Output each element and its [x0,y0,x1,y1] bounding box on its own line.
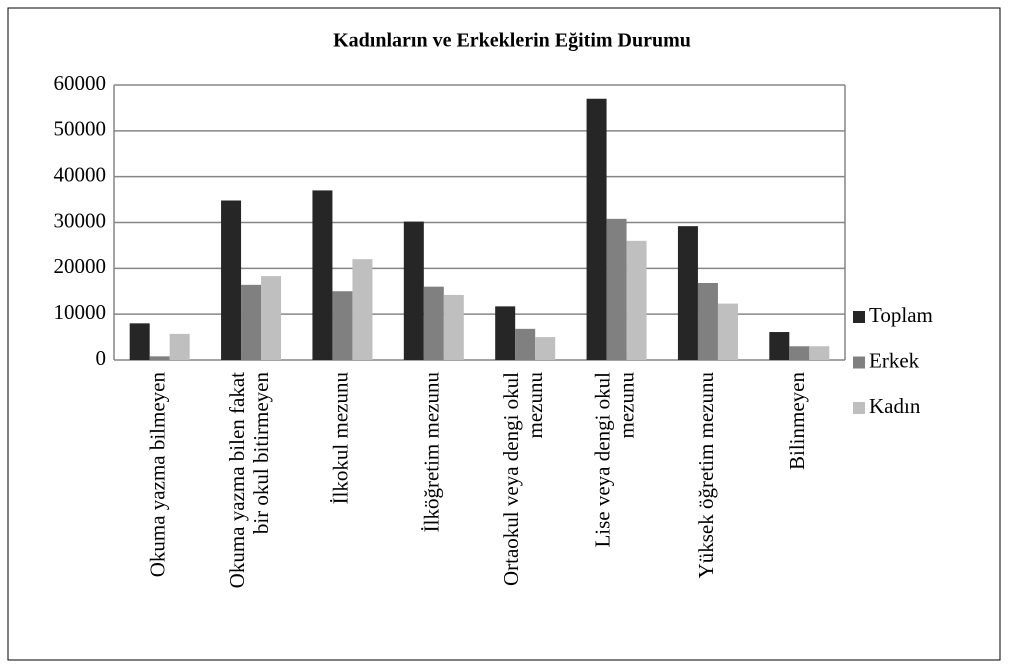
x-tick-label: Yüksek öğretim mezunu [694,372,718,579]
bar [769,332,790,360]
bar [332,291,353,360]
bar [149,356,170,360]
y-tick-label: 40000 [54,162,107,186]
chart-border [7,7,1001,661]
x-tick-label: Okuma yazma bilmeyen [146,372,170,578]
bar [809,346,830,360]
x-tick-label: İlköğretim mezunu [420,372,444,533]
bar [403,221,424,360]
bar [586,98,607,360]
x-tick-label: İlkokul mezunu [328,372,352,505]
bar [789,346,810,360]
x-tick-label: Bilinmeyen [785,372,809,470]
x-tick-label: Okuma yazma bilen fakatbir okul bitirmey… [225,372,273,589]
bar [495,306,516,360]
bar [606,218,627,360]
legend-label: Toplam [869,303,933,327]
y-tick-label: 30000 [54,208,107,232]
bar [352,259,373,360]
chart-title: Kadınların ve Erkeklerin Eğitim Durumu [333,30,691,52]
bar [241,284,262,360]
bar [261,276,282,360]
bar [169,333,190,360]
bar [129,323,150,360]
legend-swatch [853,356,865,369]
bar [535,337,556,360]
bar [677,226,698,360]
bar [221,200,242,360]
y-tick-label: 10000 [54,300,107,324]
y-tick-label: 20000 [54,254,107,278]
y-tick-label: 0 [96,346,107,370]
y-tick-label: 60000 [54,71,107,95]
bar [443,294,464,360]
y-tick-label: 50000 [54,117,107,141]
legend-label: Kadın [869,394,921,418]
legend-label: Erkek [869,348,920,372]
legend-swatch [853,402,865,414]
x-tick-label: Ortaokul veya dengi okulmezunu [499,372,547,587]
bar [423,286,444,360]
x-tick-label: Lise veya dengi okulmezunu [590,372,638,548]
bar [312,190,333,360]
bar [515,328,536,360]
legend-swatch [853,311,865,323]
bar [697,283,718,360]
bar [626,240,647,360]
bar [717,303,738,360]
